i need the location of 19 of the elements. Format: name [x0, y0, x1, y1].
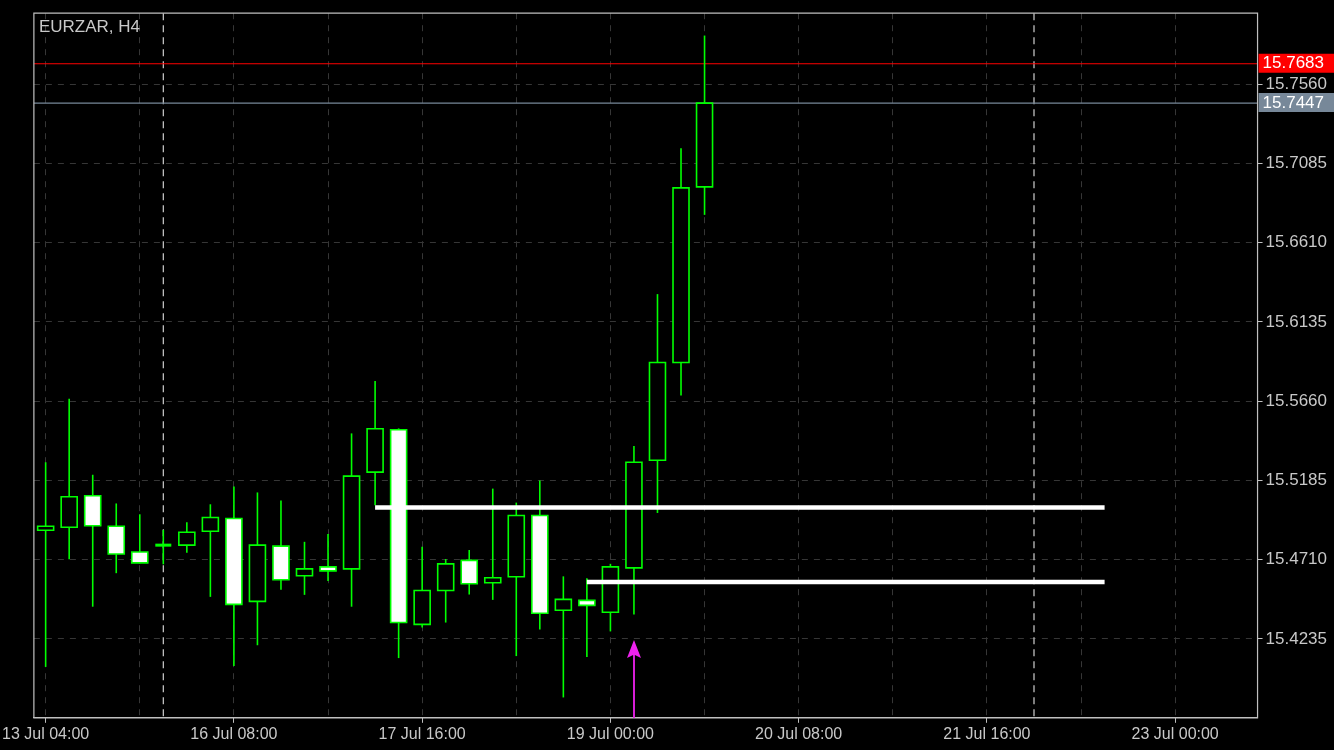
x-tick-label: 21 Jul 16:00 [943, 724, 1031, 742]
x-tick-label: 19 Jul 00:00 [566, 724, 655, 742]
x-tick-label: 16 Jul 08:00 [190, 724, 278, 742]
y-tick-label: 15.7560 [1265, 73, 1327, 93]
x-tick-label: 20 Jul 08:00 [755, 724, 843, 742]
chart-title: EURZAR, H4 [38, 17, 140, 37]
x-tick-label: 13 Jul 04:00 [2, 724, 90, 742]
y-tick-label: 15.4235 [1265, 628, 1327, 648]
y-tick-label: 15.7085 [1265, 153, 1327, 173]
y-tick-label: 15.5185 [1265, 470, 1327, 490]
y-tick-label: 15.4710 [1265, 549, 1327, 569]
candlestick [155, 529, 172, 566]
y-tick-label: 15.5660 [1265, 390, 1327, 410]
y-tick-label: 15.6610 [1265, 232, 1327, 252]
ref-line-label: 15.7683 [1262, 53, 1324, 73]
ref-line-label: 15.7447 [1262, 92, 1324, 112]
x-tick-label: 17 Jul 16:00 [378, 724, 466, 742]
y-tick-label: 15.6135 [1265, 311, 1327, 331]
x-tick-label: 23 Jul 00:00 [1131, 724, 1219, 742]
